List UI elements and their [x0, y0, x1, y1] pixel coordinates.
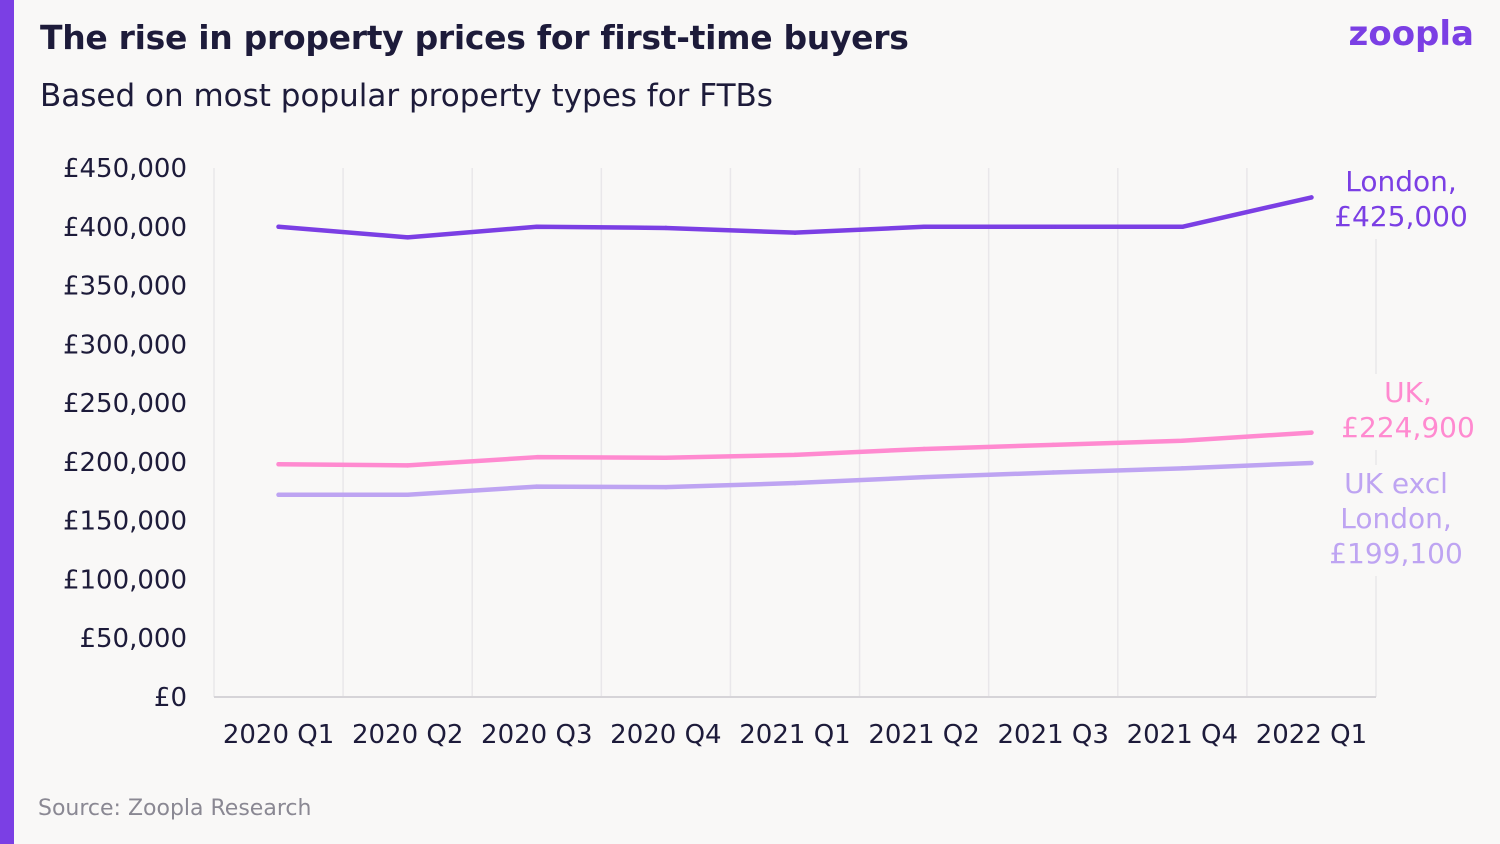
- data-point: [534, 224, 539, 229]
- data-point: [921, 474, 927, 480]
- data-point: [405, 235, 410, 240]
- series-label: £199,100: [1329, 537, 1463, 570]
- data-point: [921, 446, 927, 452]
- data-point: [921, 224, 927, 229]
- data-point: [663, 484, 669, 490]
- data-point: [534, 484, 539, 489]
- y-tick-label: £400,000: [63, 213, 187, 243]
- axes: £0 £50,000 £100,000 £150,000 £200,000 £250,00…: [63, 154, 1376, 750]
- series-line-uk-excl-london: [276, 460, 1314, 498]
- source-note: Source: Zoopla Research: [38, 796, 312, 821]
- series-label-background: [1318, 465, 1474, 576]
- chart-subtitle: Based on most popular property types for…: [40, 78, 773, 114]
- y-tick-label: £50,000: [79, 624, 187, 654]
- series-lines: [276, 195, 1314, 498]
- series-label-background: [1330, 374, 1486, 450]
- x-tick-label: 2021 Q1: [739, 720, 850, 750]
- data-point: [792, 230, 798, 235]
- data-point: [1051, 442, 1056, 448]
- y-tick-label: £350,000: [63, 272, 187, 302]
- data-point: [1180, 438, 1185, 443]
- data-point: [1309, 430, 1314, 435]
- x-tick-label: 2021 Q4: [1127, 720, 1238, 750]
- grid: [213, 168, 1377, 697]
- data-point: [276, 224, 281, 229]
- data-point: [663, 225, 669, 231]
- data-point: [1051, 470, 1056, 475]
- y-tick-label: £100,000: [63, 565, 187, 595]
- series-label: London,: [1345, 165, 1457, 198]
- x-tick-label: 2020 Q3: [481, 720, 592, 750]
- data-point: [1180, 466, 1185, 471]
- series-label: UK excl: [1344, 467, 1448, 500]
- data-point: [534, 454, 539, 460]
- series-label: £425,000: [1334, 200, 1468, 233]
- data-point: [405, 492, 410, 498]
- y-tick-label: £150,000: [63, 507, 187, 537]
- data-point: [1309, 195, 1314, 200]
- zoopla-logo: zoopla: [1348, 14, 1474, 54]
- x-tick-label: 2021 Q2: [868, 720, 979, 750]
- series-label: UK,: [1384, 376, 1432, 409]
- y-tick-label: £200,000: [63, 448, 187, 478]
- data-point: [1051, 224, 1056, 229]
- data-point: [276, 492, 281, 498]
- series-label-background: [1323, 163, 1479, 239]
- y-tick-label: £450,000: [63, 154, 187, 184]
- data-point: [1180, 224, 1185, 229]
- y-tick-label: £0: [154, 683, 187, 713]
- data-point: [1309, 460, 1314, 466]
- x-tick-label: 2021 Q3: [997, 720, 1108, 750]
- series-line-uk: [276, 430, 1314, 468]
- series-label: London,: [1340, 502, 1452, 535]
- x-tick-label: 2020 Q2: [352, 720, 463, 750]
- data-point: [276, 462, 281, 467]
- y-tick-label: £300,000: [63, 330, 187, 360]
- x-tick-label: 2022 Q1: [1256, 720, 1367, 750]
- x-tick-label: 2020 Q4: [610, 720, 721, 750]
- x-tick-label: 2020 Q1: [223, 720, 334, 750]
- data-point: [792, 452, 798, 458]
- data-point: [405, 463, 410, 468]
- chart-title: The rise in property prices for first-ti…: [40, 18, 909, 57]
- y-tick-label: £250,000: [63, 389, 187, 419]
- data-point: [663, 455, 669, 460]
- data-point: [792, 480, 798, 486]
- accent-bar: [0, 0, 14, 844]
- series-label: £224,900: [1341, 411, 1475, 444]
